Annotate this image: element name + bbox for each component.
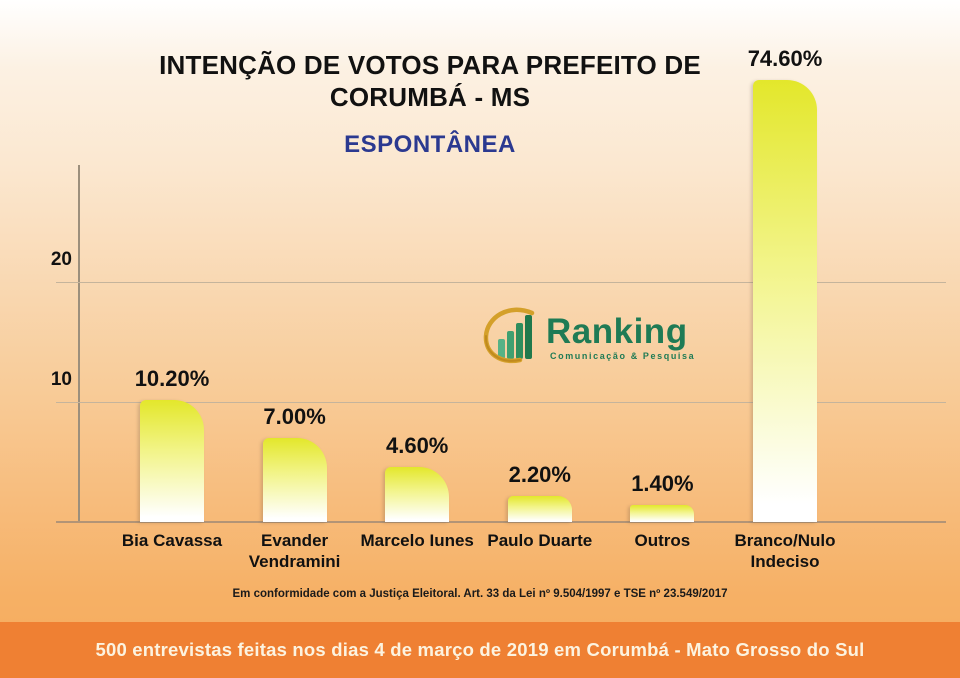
ranking-logo-tagline: Comunicação & Pesquisa [550,350,696,361]
bar [262,438,327,522]
bar [630,505,695,522]
category-label: Bia Cavassa [121,531,223,550]
footer-banner: 500 entrevistas feitas nos dias 4 de mar… [0,622,960,678]
footer-banner-text: 500 entrevistas feitas nos dias 4 de mar… [95,639,865,660]
bar [140,400,204,522]
ranking-logo-text: Ranking Comunicação & Pesquisa [546,314,695,361]
bar-value-label: 1.40% [631,471,694,496]
bar-value-label: 4.60% [385,433,449,458]
legal-disclaimer: Em conformidade com a Justiça Eleitoral.… [232,588,728,600]
subtitle: ESPONTÂNEA [344,131,516,158]
bar [507,496,572,522]
ranking-logo-icon [483,307,535,364]
page-title: INTENÇÃO DE VOTOS PARA PREFEITO DE CORUM… [159,50,701,112]
bar [753,80,817,522]
ranking-logo-name: Ranking [546,311,688,351]
bar-value-label: 7.00% [263,404,326,429]
gridline-10 [56,402,946,403]
x-axis-baseline [56,521,946,523]
bar [385,467,450,522]
category-label: Paulo Duarte [487,531,593,550]
y-axis-line [78,165,80,522]
category-label: Evander Vendramini [248,531,341,572]
bar-value-label: 74.60% [747,46,823,71]
gridline-20 [56,282,946,283]
bar-value-label: 2.20% [508,462,571,487]
y-tick-label: 10 [50,369,72,390]
ranking-logo: Ranking Comunicação & Pesquisa [482,306,695,368]
category-label: Marcelo Iunes [360,531,474,550]
category-label: Outros [634,531,691,550]
category-label: Branco/Nulo Indeciso [734,531,836,572]
bar-value-label: 10.20% [134,366,210,391]
y-tick-label: 20 [50,249,72,270]
